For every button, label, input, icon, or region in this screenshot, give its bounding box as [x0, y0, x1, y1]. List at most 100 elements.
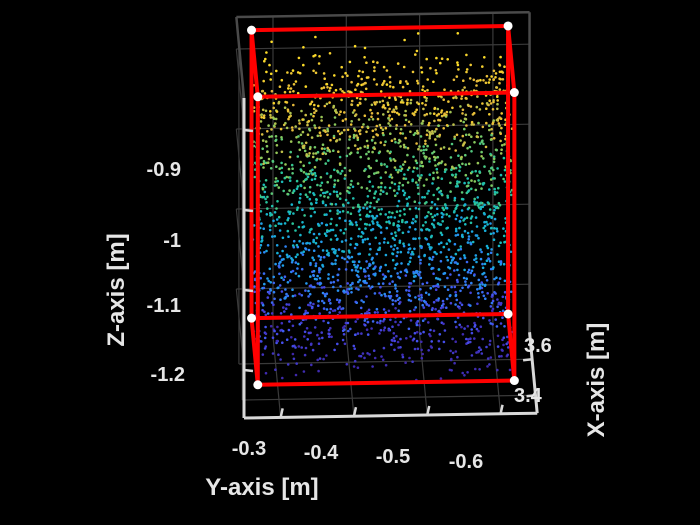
point — [409, 130, 412, 133]
point — [376, 321, 379, 324]
point — [386, 149, 390, 153]
point — [388, 81, 392, 84]
point — [304, 85, 308, 88]
point — [477, 236, 480, 240]
point — [276, 251, 279, 255]
point — [308, 147, 312, 151]
point — [269, 324, 273, 328]
point — [442, 98, 446, 101]
point — [407, 243, 411, 246]
point — [432, 193, 436, 197]
bbox-edge — [251, 23, 509, 33]
point — [464, 163, 468, 166]
point — [391, 325, 394, 329]
point — [395, 210, 399, 213]
point — [489, 152, 492, 156]
point — [270, 213, 274, 216]
point — [450, 285, 453, 289]
point — [348, 152, 352, 156]
point — [373, 292, 377, 295]
point — [266, 312, 270, 315]
point — [265, 249, 268, 253]
point — [322, 319, 325, 323]
point — [415, 129, 419, 133]
point — [415, 101, 419, 104]
point — [368, 189, 372, 193]
point — [326, 149, 329, 152]
grid-line — [419, 333, 428, 416]
point — [300, 294, 304, 297]
point — [302, 180, 306, 183]
point — [316, 282, 320, 285]
point — [483, 212, 486, 216]
point — [291, 352, 295, 356]
point — [437, 268, 441, 271]
point — [288, 279, 292, 282]
point — [418, 270, 422, 274]
point — [425, 112, 429, 116]
point — [420, 228, 424, 232]
point — [311, 270, 314, 274]
point — [320, 115, 323, 119]
point — [270, 301, 274, 304]
point — [501, 78, 505, 81]
point — [434, 138, 437, 141]
point — [270, 204, 274, 208]
point — [353, 347, 357, 351]
point — [291, 222, 295, 225]
point — [289, 140, 293, 143]
point — [476, 196, 480, 199]
point — [454, 252, 458, 256]
point — [460, 209, 464, 212]
point — [456, 233, 460, 237]
point — [358, 205, 361, 209]
point — [360, 77, 364, 81]
point — [400, 99, 404, 102]
point — [310, 100, 314, 104]
point — [387, 117, 390, 120]
point — [377, 282, 381, 286]
point — [329, 138, 332, 142]
point — [478, 108, 482, 111]
point — [441, 206, 445, 210]
point — [434, 143, 438, 147]
point — [298, 71, 302, 75]
point — [285, 175, 289, 179]
point — [326, 196, 330, 199]
point — [336, 209, 340, 212]
point — [416, 82, 420, 85]
z-axis-label: Z-axis [m] — [103, 233, 130, 346]
point — [478, 368, 481, 371]
point — [445, 255, 448, 259]
point — [436, 197, 440, 201]
point — [474, 234, 478, 237]
bbox-corner — [253, 92, 263, 102]
point — [321, 249, 325, 252]
point — [326, 180, 330, 184]
point — [378, 269, 382, 273]
point — [498, 277, 502, 280]
point — [423, 113, 427, 117]
point — [501, 295, 505, 299]
point — [305, 327, 309, 330]
point — [253, 290, 256, 294]
point — [465, 68, 469, 71]
point — [459, 157, 463, 161]
point — [280, 150, 284, 154]
point — [314, 126, 317, 130]
grid-line — [272, 336, 282, 418]
point — [416, 319, 420, 323]
point — [378, 100, 382, 104]
point — [383, 237, 386, 241]
point — [293, 338, 297, 341]
point — [344, 71, 347, 75]
point — [461, 286, 464, 290]
point — [445, 110, 449, 114]
point — [449, 110, 452, 114]
point — [415, 271, 419, 274]
point — [265, 213, 269, 216]
point — [336, 179, 340, 182]
point — [329, 222, 333, 226]
point — [349, 183, 353, 186]
point — [454, 350, 458, 353]
